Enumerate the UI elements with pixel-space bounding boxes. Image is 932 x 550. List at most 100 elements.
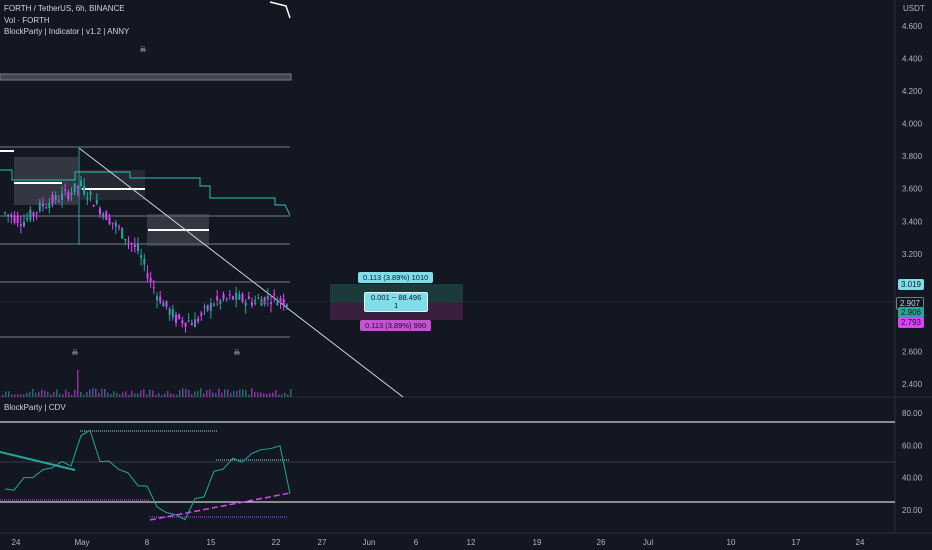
- candle-body: [216, 296, 219, 301]
- volume-bar: [86, 391, 88, 397]
- candle-body: [235, 292, 238, 300]
- candle-body: [29, 209, 32, 221]
- position-center-label[interactable]: 0.001 ~ 88.496 1: [364, 292, 429, 312]
- skull-marker-icon: ☠: [139, 45, 146, 54]
- candle-body: [260, 299, 263, 306]
- candle-body: [241, 294, 244, 302]
- volume-bar: [77, 369, 79, 397]
- candle-body: [140, 255, 143, 258]
- volume-bar: [119, 394, 121, 397]
- candle-body: [7, 214, 10, 216]
- volume-bar: [140, 390, 142, 397]
- time-axis-tick: Jun: [363, 538, 376, 547]
- volume-bar: [200, 388, 202, 397]
- volume-bar: [110, 393, 112, 397]
- price-tag-mid: 2.906: [897, 307, 924, 318]
- candle-body: [200, 312, 203, 316]
- indicator-legend[interactable]: BlockParty | Indicator | v1.2 | ANNY: [4, 27, 130, 36]
- volume-bar: [23, 394, 25, 397]
- time-axis-tick: 8: [145, 538, 150, 547]
- time-axis-tick: 19: [533, 538, 542, 547]
- candle-body: [114, 222, 117, 227]
- candle-body: [165, 300, 168, 307]
- volume-bar: [146, 394, 148, 397]
- volume-bar: [107, 392, 109, 397]
- volume-bar: [116, 392, 118, 397]
- candle-body: [118, 226, 120, 228]
- volume-bar: [65, 389, 67, 397]
- candle-body: [279, 297, 282, 302]
- candle-body: [171, 309, 174, 318]
- time-axis-tick: May: [74, 538, 89, 547]
- volume-bar: [263, 393, 265, 397]
- price-axis-tick: 2.400: [902, 380, 923, 389]
- price-axis-tick: 3.800: [902, 152, 923, 161]
- target-label[interactable]: 0.113 (3.89%) 1010: [358, 272, 434, 283]
- candle-body: [64, 189, 67, 191]
- volume-bar: [251, 388, 253, 397]
- candle-body: [92, 204, 95, 207]
- price-axis-tick: 4.600: [902, 22, 923, 31]
- cdv-divergence-line: [0, 451, 76, 471]
- center-label-line1: 0.001 ~ 88.496: [371, 293, 422, 302]
- candle-body: [257, 297, 260, 299]
- candle-body: [57, 201, 60, 203]
- volume-bar: [167, 390, 169, 397]
- candle-body: [219, 299, 222, 304]
- volume-bar: [260, 392, 262, 397]
- candle-body: [152, 287, 155, 289]
- volume-bar: [20, 394, 22, 397]
- currency-label: USDT: [903, 4, 925, 13]
- candle-body: [282, 299, 285, 305]
- volume-bar: [122, 392, 124, 397]
- candle-body: [42, 203, 44, 207]
- time-axis-tick: 15: [207, 538, 216, 547]
- stop-label[interactable]: 0.113 (3.89%) 990: [360, 320, 432, 331]
- candle-body: [190, 322, 193, 326]
- symbol-legend[interactable]: FORTH / TetherUS, 6h, BINANCE: [4, 4, 125, 13]
- time-axis-tick: 6: [414, 538, 419, 547]
- time-axis-tick: 24: [856, 538, 865, 547]
- time-axis-tick: 12: [467, 538, 476, 547]
- candle-body: [26, 217, 29, 220]
- candle-body: [168, 308, 171, 315]
- price-tag-upper: 3.019: [897, 279, 924, 290]
- drawing-line: [269, 1, 291, 19]
- price-axis-tick: 3.600: [902, 185, 923, 194]
- volume-bar: [209, 389, 211, 397]
- candle-body: [247, 296, 250, 299]
- candle-body: [159, 296, 162, 304]
- candle-body: [99, 208, 101, 215]
- candle-body: [146, 273, 149, 279]
- candle-body: [175, 314, 177, 324]
- candle-body: [86, 197, 89, 200]
- time-axis-tick: 27: [318, 538, 327, 547]
- volume-bar: [236, 391, 238, 397]
- time-axis-tick: 24: [12, 538, 21, 547]
- candle-body: [276, 301, 279, 306]
- candle-body: [16, 216, 19, 224]
- volume-legend[interactable]: Vol · FORTH: [4, 16, 50, 25]
- volume-bar: [41, 389, 43, 397]
- volume-bar: [11, 394, 13, 397]
- candle-body: [4, 212, 6, 214]
- candle-body: [206, 305, 209, 311]
- candle-body: [263, 297, 266, 305]
- volume-bar: [98, 392, 100, 397]
- candle-body: [194, 319, 196, 328]
- volume-bar: [32, 388, 34, 397]
- candle-body: [197, 318, 200, 322]
- volume-bar: [38, 391, 40, 397]
- cdv-legend[interactable]: BlockParty | CDV: [4, 403, 66, 412]
- candle-body: [149, 277, 152, 282]
- trend-line: [78, 147, 404, 398]
- volume-bar: [272, 392, 274, 397]
- volume-bar: [59, 393, 61, 397]
- volume-bar: [290, 389, 292, 397]
- cdv-axis-tick: 80.00: [902, 409, 923, 418]
- price-axis-tick: 4.200: [902, 87, 923, 96]
- candle-body: [111, 222, 114, 224]
- volume-bar: [26, 392, 28, 397]
- candle-body: [61, 193, 63, 200]
